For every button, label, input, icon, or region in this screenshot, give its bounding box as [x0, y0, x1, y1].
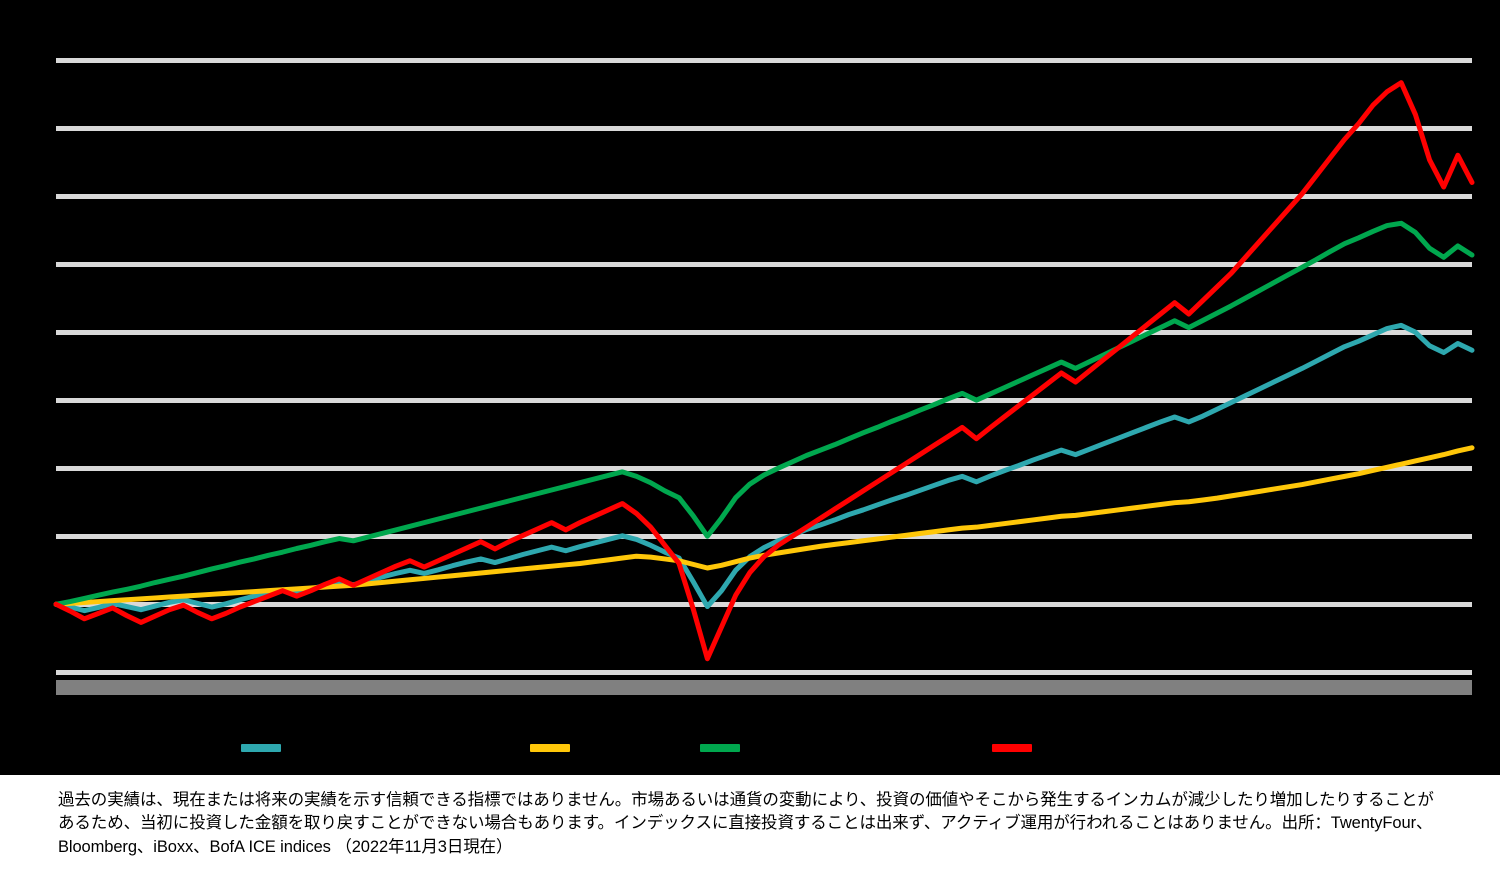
footnote-panel: 過去の実績は、現在または将来の実績を示す信頼できる指標ではありません。市場あるい…: [0, 775, 1500, 894]
series-line-3: [56, 83, 1472, 659]
legend-line-swatch-2: [700, 744, 740, 752]
footnote-text: 過去の実績は、現在または将来の実績を示す信頼できる指標ではありません。市場あるい…: [58, 789, 1482, 859]
plot-area: [56, 58, 1472, 695]
series-line-0: [56, 325, 1472, 610]
gridline: [56, 194, 1472, 200]
series-line-1: [56, 448, 1472, 604]
footnote-line-2: あるため、当初に投資した金額を取り戻すことができない場合もあります。インデックス…: [58, 814, 1433, 833]
legend-line-swatch-1: [530, 744, 570, 752]
gridline: [56, 534, 1472, 540]
series-lines-group: [56, 60, 1472, 695]
gridline: [56, 330, 1472, 336]
legend-line-swatch-0: [241, 744, 281, 752]
legend-item-3[interactable]: [992, 744, 1041, 752]
gridline: [56, 58, 1472, 63]
gridline: [56, 466, 1472, 472]
gridline: [56, 126, 1472, 132]
footnote-line-3: Bloomberg、iBoxx、BofA ICE indices （2022年1…: [58, 837, 513, 856]
series-line-2: [56, 223, 1472, 604]
chart-panel: [0, 58, 1500, 770]
legend-item-2[interactable]: [700, 744, 749, 752]
legend-line-swatch-3: [992, 744, 1032, 752]
gridline: [56, 398, 1472, 404]
chart-legend: [0, 730, 1500, 770]
x-axis-line: [56, 680, 1472, 695]
gridline: [56, 670, 1472, 676]
legend-item-1[interactable]: [530, 744, 579, 752]
legend-item-0[interactable]: [241, 744, 290, 752]
footnote-line-1: 過去の実績は、現在または将来の実績を示す信頼できる指標ではありません。市場あるい…: [58, 791, 1434, 809]
gridline: [56, 262, 1472, 268]
gridline: [56, 602, 1472, 608]
